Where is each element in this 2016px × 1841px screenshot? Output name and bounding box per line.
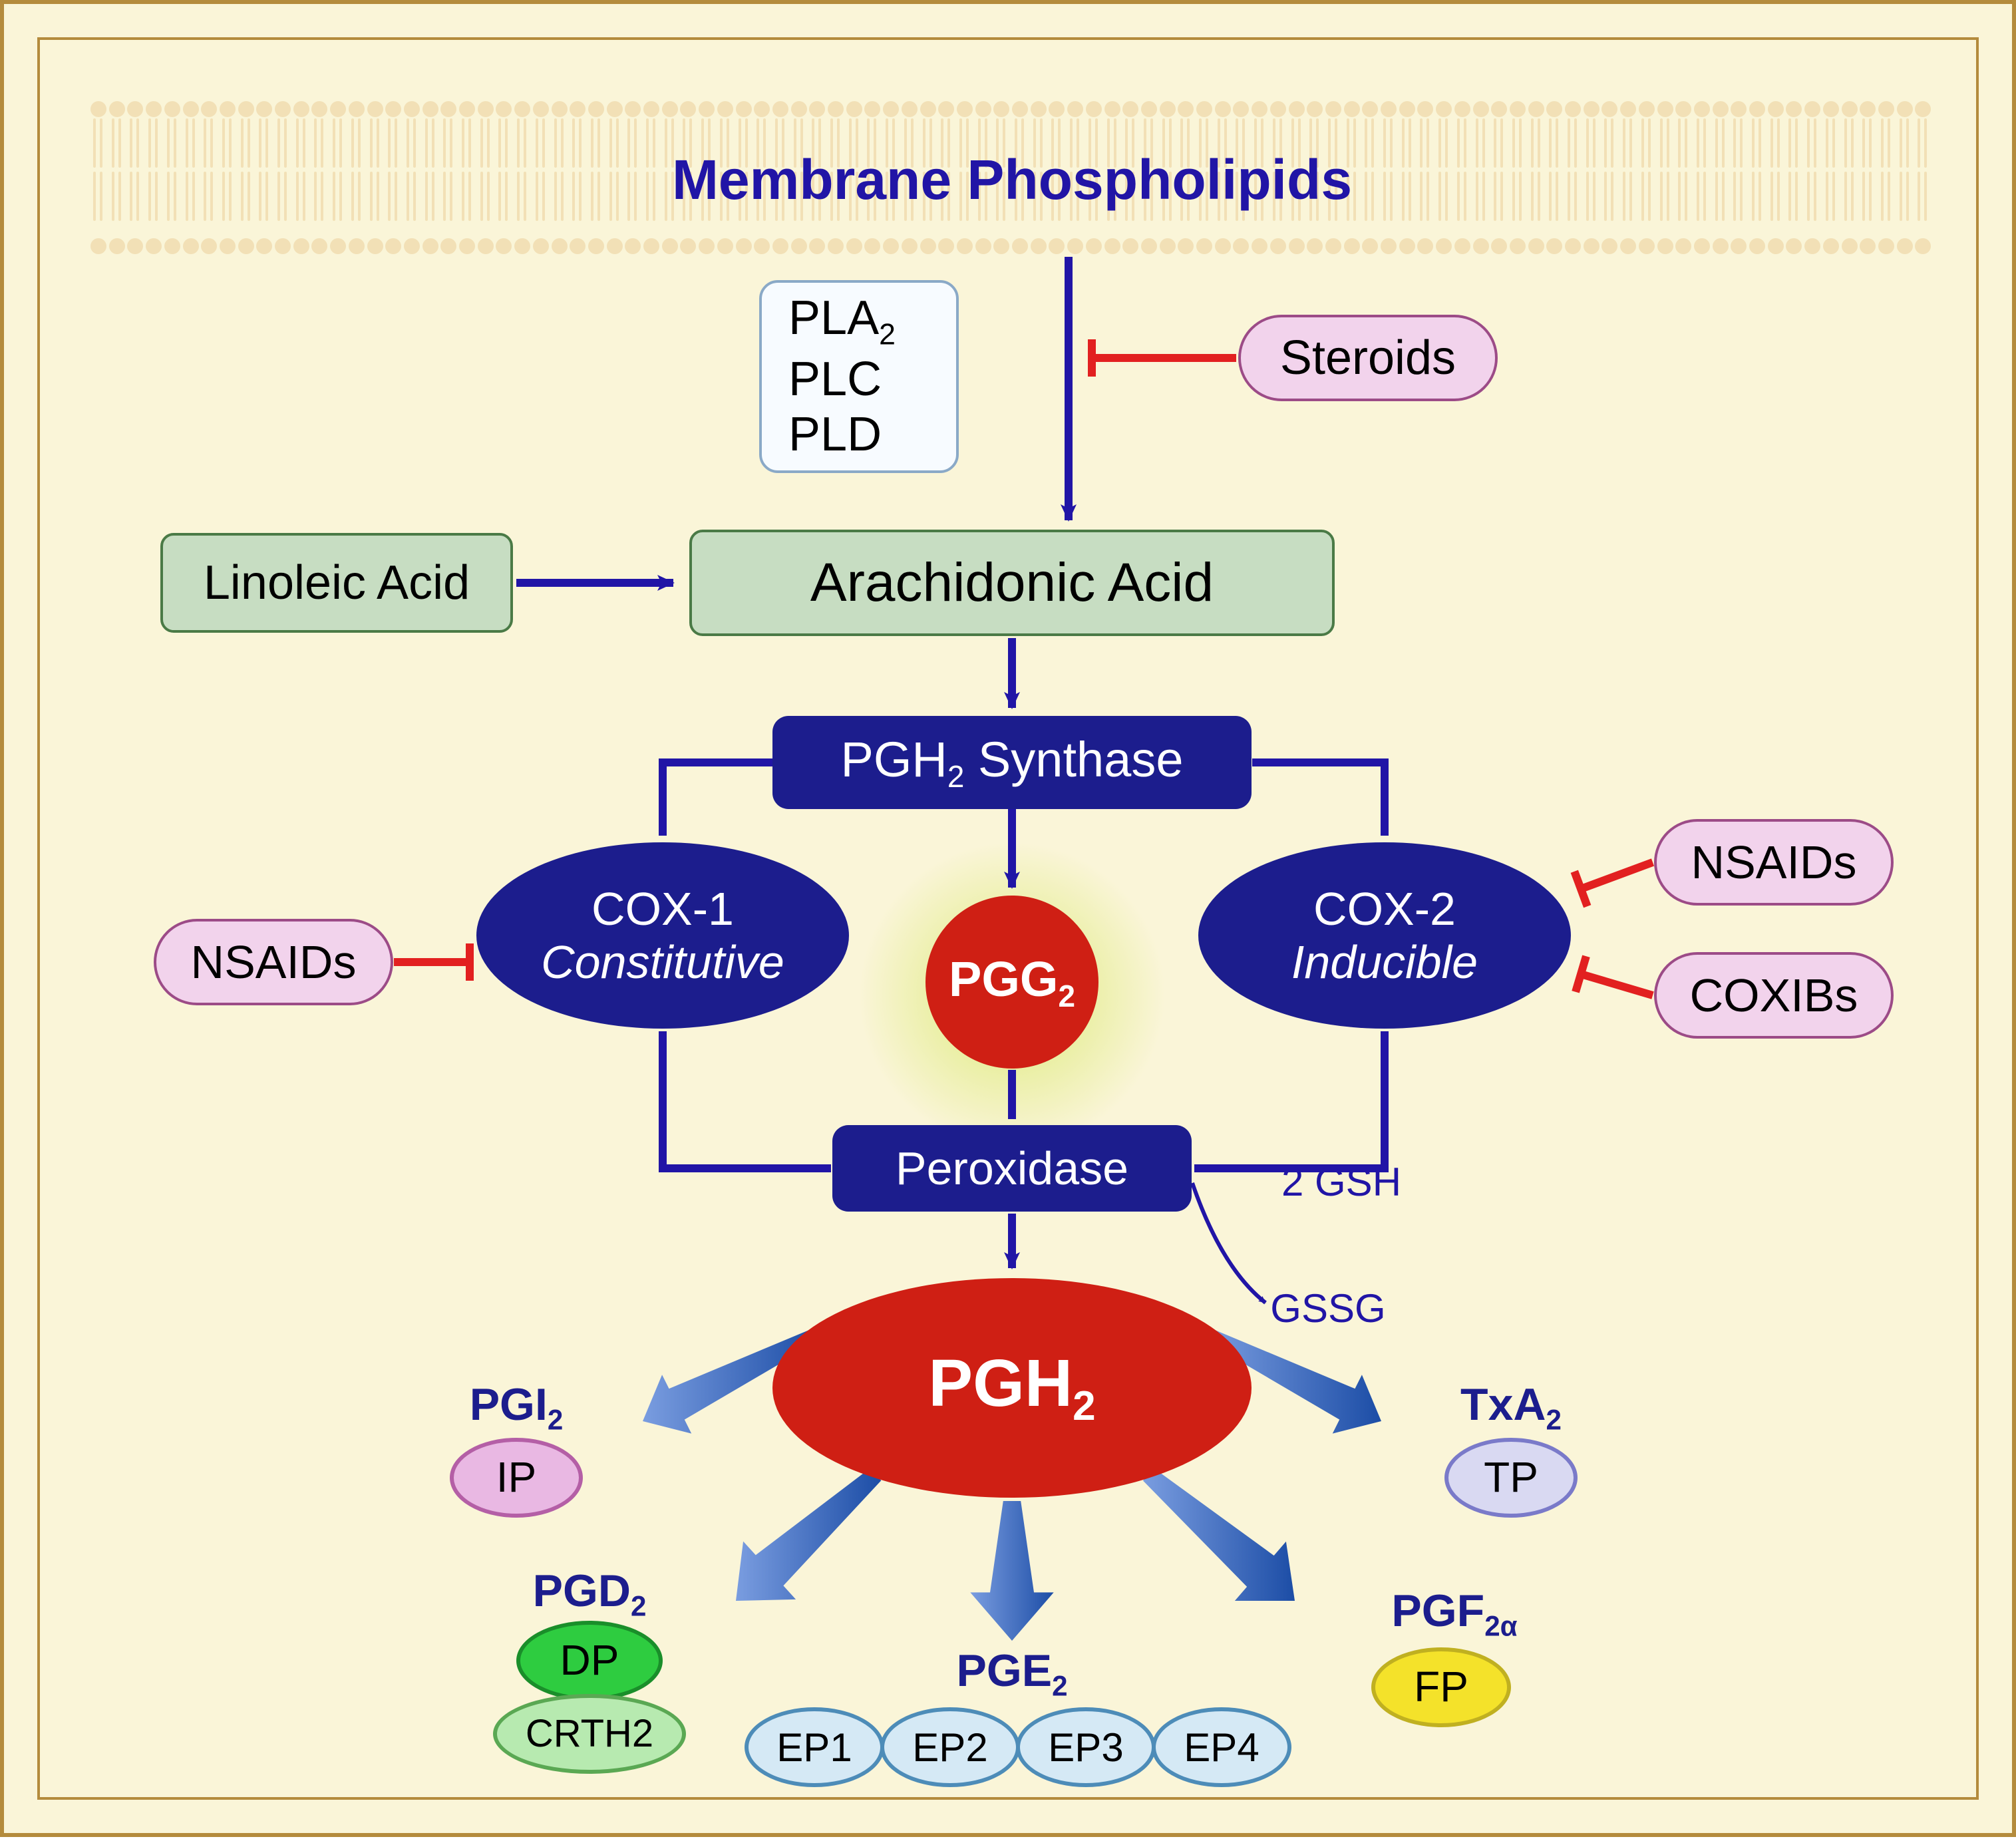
node-gsh-label: 2 GSH [1281, 1159, 1401, 1205]
node-crth2: CRTH2 [493, 1694, 686, 1774]
node-nsaids_right-label: NSAIDs [1691, 836, 1857, 890]
node-pgf2a_label-label: PGF2α [1391, 1585, 1517, 1643]
node-gssg-label: GSSG [1270, 1285, 1385, 1331]
node-membrane_label-label: Membrane Phospholipids [672, 148, 1352, 212]
node-pgh2_synthase-label: PGH2 Synthase [841, 731, 1184, 794]
node-pgd2_label: PGD2 [503, 1564, 676, 1624]
node-ep2: EP2 [880, 1707, 1020, 1787]
node-ep1: EP1 [745, 1707, 884, 1787]
node-gssg: GSSG [1228, 1281, 1428, 1335]
node-cox2: COX-2Inducible [1198, 842, 1571, 1029]
node-pgh2-label: PGH2 [928, 1345, 1095, 1430]
node-steroids: Steroids [1238, 315, 1498, 401]
node-gsh: 2 GSH [1242, 1155, 1441, 1208]
node-dp-label: DP [560, 1636, 619, 1685]
node-tp: TP [1444, 1438, 1578, 1518]
node-peroxidase-label: Peroxidase [896, 1142, 1128, 1196]
node-nsaids_left-label: NSAIDs [191, 935, 357, 989]
node-pgf2a_label: PGF2α [1368, 1584, 1541, 1644]
node-txa2_label: TxA2 [1425, 1378, 1597, 1438]
node-peroxidase: Peroxidase [832, 1125, 1192, 1212]
node-pge2_label: PGE2 [925, 1644, 1098, 1704]
node-pgh2: PGH2 [772, 1278, 1252, 1498]
node-ip: IP [450, 1438, 583, 1518]
node-ep4: EP4 [1152, 1707, 1291, 1787]
node-nsaids_left: NSAIDs [154, 919, 393, 1005]
node-ep1-label: EP1 [776, 1725, 852, 1770]
node-pgi2_label: PGI2 [430, 1378, 603, 1438]
node-pla_box: PLA2PLCPLD [759, 280, 959, 473]
node-fp-label: FP [1414, 1663, 1468, 1712]
node-pgd2_label-label: PGD2 [533, 1565, 647, 1623]
node-ep3-label: EP3 [1048, 1725, 1123, 1770]
node-coxibs-label: COXIBs [1690, 969, 1858, 1023]
node-ep3: EP3 [1016, 1707, 1156, 1787]
node-steroids-label: Steroids [1280, 331, 1456, 386]
node-txa2_label-label: TxA2 [1460, 1379, 1562, 1436]
node-membrane_label: Membrane Phospholipids [613, 140, 1411, 220]
node-crth2-label: CRTH2 [526, 1712, 653, 1757]
node-ep4-label: EP4 [1184, 1725, 1259, 1770]
node-arachidonic: Arachidonic Acid [689, 530, 1335, 636]
node-cox1: COX-1Constitutive [476, 842, 849, 1029]
node-dp: DP [516, 1621, 663, 1701]
node-pge2_label-label: PGE2 [956, 1645, 1067, 1703]
node-fp: FP [1371, 1647, 1511, 1727]
node-pgg2: PGG2 [925, 896, 1098, 1069]
node-nsaids_right: NSAIDs [1654, 819, 1894, 906]
node-ep2-label: EP2 [912, 1725, 987, 1770]
node-linoleic: Linoleic Acid [160, 533, 513, 633]
node-pgg2-label: PGG2 [949, 951, 1075, 1014]
node-linoleic-label: Linoleic Acid [204, 556, 470, 611]
node-pla_box-label: PLA2PLCPLD [788, 291, 896, 462]
node-cox2-label: COX-2Inducible [1291, 882, 1478, 989]
node-coxibs: COXIBs [1654, 952, 1894, 1039]
node-ip-label: IP [496, 1453, 536, 1502]
node-cox1-label: COX-1Constitutive [541, 882, 784, 989]
node-tp-label: TP [1484, 1453, 1538, 1502]
node-pgi2_label-label: PGI2 [470, 1379, 564, 1436]
node-arachidonic-label: Arachidonic Acid [810, 552, 1214, 614]
node-pgh2_synthase: PGH2 Synthase [772, 716, 1252, 809]
